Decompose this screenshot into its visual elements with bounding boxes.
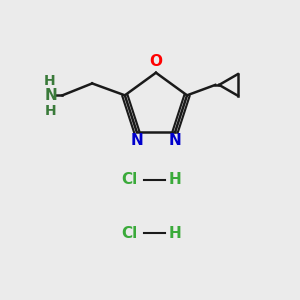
- Text: N: N: [45, 88, 58, 103]
- Text: N: N: [169, 133, 182, 148]
- Text: Cl: Cl: [121, 172, 137, 187]
- Text: H: H: [44, 74, 56, 88]
- Text: H: H: [44, 104, 56, 118]
- Text: Cl: Cl: [121, 226, 137, 241]
- Text: N: N: [130, 133, 143, 148]
- Text: O: O: [149, 54, 162, 69]
- Text: H: H: [169, 172, 182, 187]
- Text: H: H: [169, 226, 182, 241]
